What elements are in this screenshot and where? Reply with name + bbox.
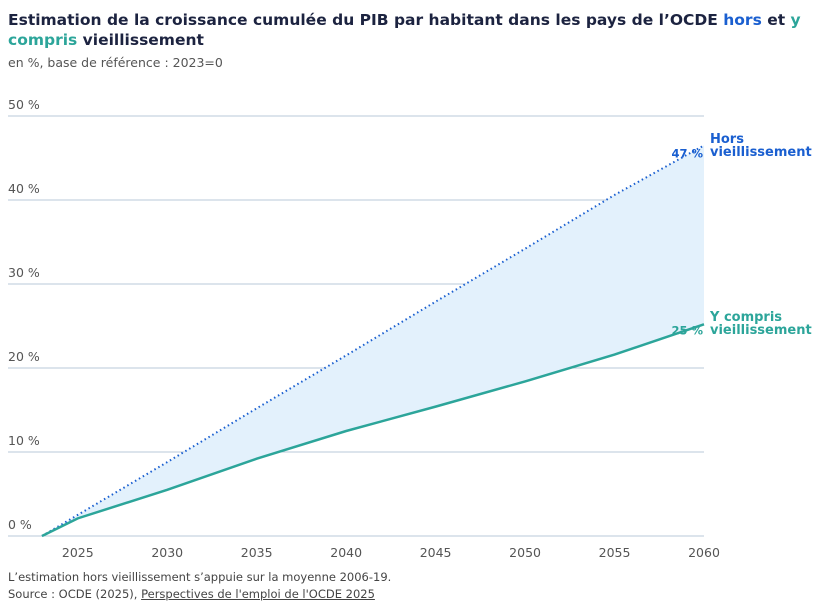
x-tick-label: 2060 <box>688 545 720 560</box>
series-label: vieillissement <box>710 145 812 160</box>
end-value-label: 47 % <box>671 146 703 160</box>
series-label: vieillissement <box>710 323 812 338</box>
footnote: L’estimation hors vieillissement s’appui… <box>8 570 392 584</box>
y-tick-label: 40 % <box>8 181 40 196</box>
title-end: vieillissement <box>77 31 204 49</box>
title-ycompris: y compris <box>8 11 801 49</box>
y-tick-label: 50 % <box>8 97 40 112</box>
y-tick-label: 30 % <box>8 265 40 280</box>
series-label: Hors <box>710 132 744 147</box>
chart-title: Estimation de la croissance cumulée du P… <box>8 10 808 50</box>
chart-subtitle: en %, base de référence : 2023=0 <box>8 55 223 70</box>
x-tick-label: 2045 <box>420 545 452 560</box>
source-prefix: Source : OCDE (2025), <box>8 587 142 601</box>
y-tick-label: 0 % <box>8 517 32 532</box>
x-tick-label: 2030 <box>151 545 183 560</box>
end-value-label: 25 % <box>671 323 703 337</box>
series-label: Y compris <box>709 310 782 325</box>
x-tick-label: 2025 <box>62 545 94 560</box>
shaded-area <box>42 145 704 536</box>
x-tick-label: 2055 <box>599 545 631 560</box>
source-link[interactable]: Perspectives de l'emploi de l'OCDE 2025 <box>141 587 375 601</box>
x-tick-label: 2040 <box>330 545 362 560</box>
title-text: Estimation de la croissance cumulée du P… <box>8 11 724 29</box>
x-tick-label: 2035 <box>241 545 273 560</box>
title-hors: hors <box>723 11 762 29</box>
series-line-hors <box>41 144 705 537</box>
source: Source : OCDE (2025), Perspectives de l'… <box>8 587 375 601</box>
x-tick-label: 2050 <box>509 545 541 560</box>
y-tick-label: 10 % <box>8 433 40 448</box>
title-et: et <box>761 11 791 29</box>
y-tick-label: 20 % <box>8 349 40 364</box>
series-line-y-compris <box>41 323 705 538</box>
